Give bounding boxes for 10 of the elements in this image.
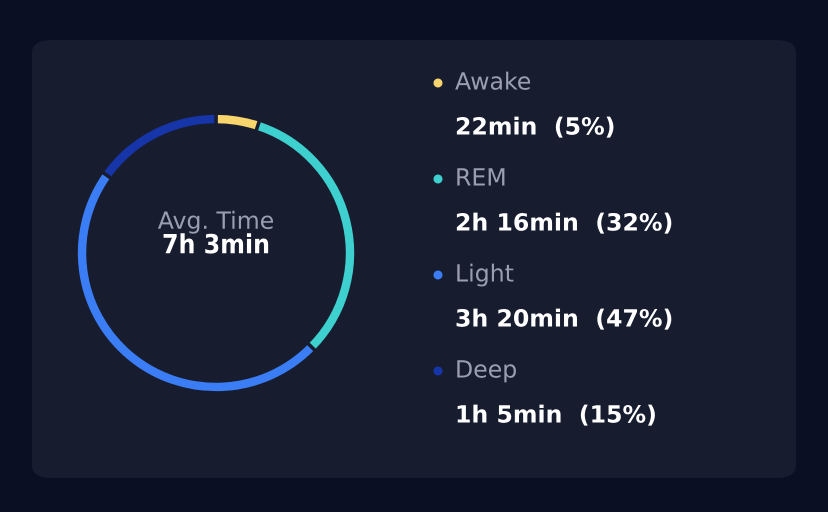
legend-label: Awake xyxy=(455,72,530,90)
legend-label: Light xyxy=(457,264,514,286)
data-label: 22min (5%) xyxy=(456,116,614,138)
data-label: 3h 20min (47%) xyxy=(456,308,672,330)
legend-label: REM xyxy=(457,168,504,186)
legend-label: Deep xyxy=(457,360,516,382)
data-label: 2h 16min (32%) xyxy=(456,212,672,234)
text: Avg. Time xyxy=(158,210,273,234)
text: 7h 3min xyxy=(164,233,268,254)
data-label: 1h 5min (15%) xyxy=(458,404,655,426)
